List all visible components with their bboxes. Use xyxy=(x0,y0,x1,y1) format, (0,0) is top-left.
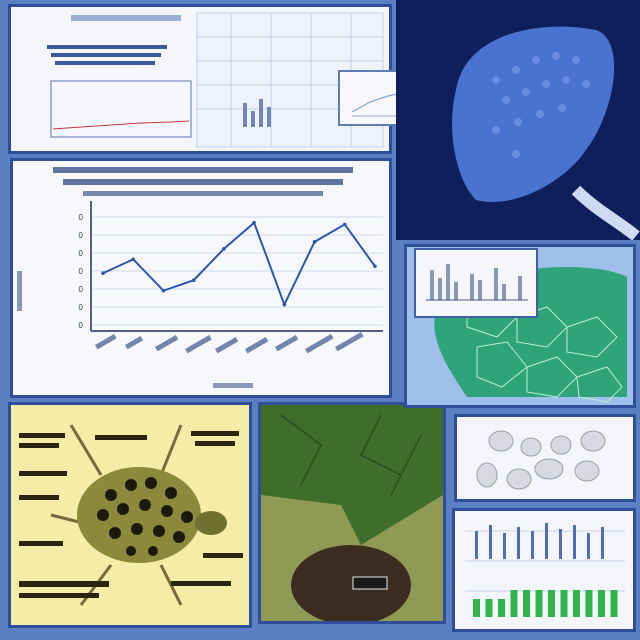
leaf-micrograph-panel xyxy=(258,402,446,624)
y-tick-label: 0 xyxy=(79,321,84,330)
green-bar xyxy=(485,599,493,617)
leaf-micrograph xyxy=(261,405,443,621)
series-points xyxy=(101,220,377,307)
header-bar xyxy=(71,15,181,21)
series-point xyxy=(191,278,196,282)
bar-chart-panel xyxy=(452,508,636,632)
line-chart-panel: 0 0 0 0 0 0 0 xyxy=(10,158,392,398)
inset-bars xyxy=(426,264,528,301)
green-bars xyxy=(473,590,618,617)
series-point xyxy=(312,240,317,244)
specimen-illustration-panel xyxy=(8,402,252,628)
inset-bar-marks xyxy=(430,264,522,300)
green-bar xyxy=(510,590,518,617)
y-tick-label: 0 xyxy=(79,213,84,222)
document-thumbnail xyxy=(47,12,384,148)
tissue-texture xyxy=(492,52,590,158)
series-point xyxy=(161,288,166,293)
series-point xyxy=(373,264,377,269)
annotation-labels xyxy=(19,431,243,598)
green-bar xyxy=(585,590,593,617)
small-bars xyxy=(243,99,271,127)
leaf-veins xyxy=(280,414,422,496)
pebbles-illustration xyxy=(476,430,606,490)
stem-base xyxy=(291,545,411,621)
series-point xyxy=(131,257,136,262)
series-point xyxy=(252,220,256,225)
pebbles xyxy=(476,430,606,490)
gridlines xyxy=(91,216,383,326)
y-tick-label: 0 xyxy=(79,267,84,276)
green-bar xyxy=(498,599,505,617)
text-line xyxy=(47,45,167,49)
y-tick-label: 0 xyxy=(79,231,84,240)
tissue-stalk xyxy=(571,185,640,240)
upper-bars xyxy=(475,523,604,559)
document-panel xyxy=(8,4,392,154)
line-chart: 0 0 0 0 0 0 0 xyxy=(17,167,383,388)
y-tick-labels: 0 0 0 0 0 0 0 xyxy=(79,213,84,330)
y-axis-title xyxy=(17,271,22,311)
green-bar xyxy=(535,590,543,617)
series-point xyxy=(282,302,287,307)
y-tick-label: 0 xyxy=(79,285,84,294)
green-bar xyxy=(610,590,618,617)
tissue-lobe xyxy=(452,26,615,202)
x-tick-labels xyxy=(95,332,364,354)
green-bar xyxy=(573,590,580,617)
mini-chart-frame xyxy=(50,80,192,138)
series-point xyxy=(222,247,226,251)
beetle-head xyxy=(195,511,227,535)
mini-chart-line xyxy=(52,120,190,130)
y-tick-label: 0 xyxy=(79,303,84,312)
series-point xyxy=(342,222,347,227)
specimen-tag xyxy=(352,576,388,590)
inset-bar-chart xyxy=(414,248,538,318)
series-line xyxy=(102,220,376,308)
tissue-scan xyxy=(452,26,640,240)
bar-chart xyxy=(465,523,625,617)
tissue-scan-panel xyxy=(396,0,640,240)
text-line xyxy=(51,53,161,57)
pebbles-panel xyxy=(454,414,636,502)
green-bar xyxy=(548,590,555,617)
y-tick-label: 0 xyxy=(79,249,84,258)
green-bar xyxy=(560,590,568,617)
green-bar xyxy=(473,599,480,617)
mesh-cells xyxy=(466,296,623,403)
series-point xyxy=(101,271,105,276)
beetle-illustration xyxy=(19,424,243,606)
green-bar xyxy=(523,590,530,617)
chart-title-block xyxy=(53,167,353,196)
beetle-spots xyxy=(97,477,193,556)
green-bar xyxy=(598,590,605,617)
x-axis-title xyxy=(213,383,253,388)
text-line xyxy=(55,61,155,65)
